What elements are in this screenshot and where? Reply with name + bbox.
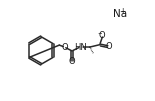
Text: +: + (119, 7, 125, 16)
Text: Na: Na (113, 9, 127, 19)
Text: $^{-}$: $^{-}$ (97, 30, 103, 39)
Text: O: O (99, 31, 105, 40)
Text: O: O (69, 57, 75, 66)
Text: HN: HN (75, 43, 87, 52)
Text: O: O (106, 42, 112, 51)
Text: O: O (61, 43, 68, 52)
